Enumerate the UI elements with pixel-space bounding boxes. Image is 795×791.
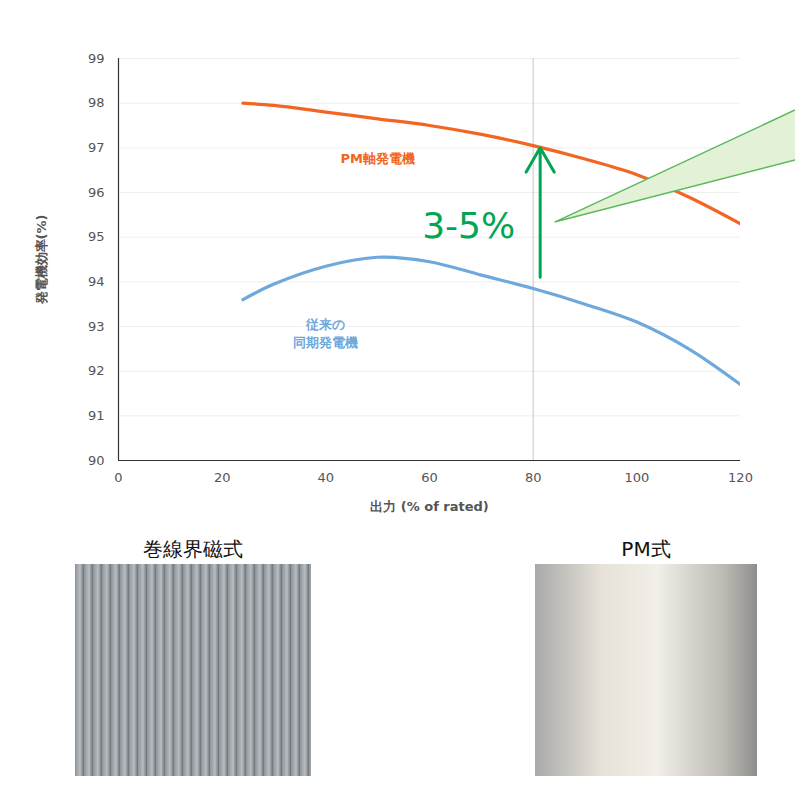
svg-text:60: 60 xyxy=(421,470,438,485)
svg-text:従来の同期発電機: 従来の同期発電機 xyxy=(293,317,358,350)
svg-text:0: 0 xyxy=(114,470,122,485)
svg-text:98: 98 xyxy=(88,95,105,110)
html-text:巻線界磁式: 巻線界磁式 xyxy=(143,537,243,561)
svg-text:93: 93 xyxy=(88,319,105,334)
svg-text:80: 80 xyxy=(525,470,542,485)
svg-text:出力 (% of rated): 出力 (% of rated) xyxy=(370,499,489,514)
svg-text:99: 99 xyxy=(88,51,105,66)
html-text:PM式: PM式 xyxy=(621,537,671,561)
svg-text:40: 40 xyxy=(318,470,335,485)
svg-text:PM軸発電機: PM軸発電機 xyxy=(340,151,414,166)
svg-text:120: 120 xyxy=(728,470,753,485)
svg-text:95: 95 xyxy=(88,229,105,244)
svg-text:3-5%: 3-5% xyxy=(422,205,515,246)
svg-text:91: 91 xyxy=(88,408,105,423)
svg-text:20: 20 xyxy=(214,470,231,485)
svg-text:97: 97 xyxy=(88,140,105,155)
svg-text:94: 94 xyxy=(88,274,105,289)
svg-text:96: 96 xyxy=(88,185,105,200)
svg-text:92: 92 xyxy=(88,363,105,378)
svg-text:100: 100 xyxy=(624,470,649,485)
svg-text:90: 90 xyxy=(88,453,105,468)
svg-text:発電機効率(%): 発電機効率(%) xyxy=(34,215,49,306)
